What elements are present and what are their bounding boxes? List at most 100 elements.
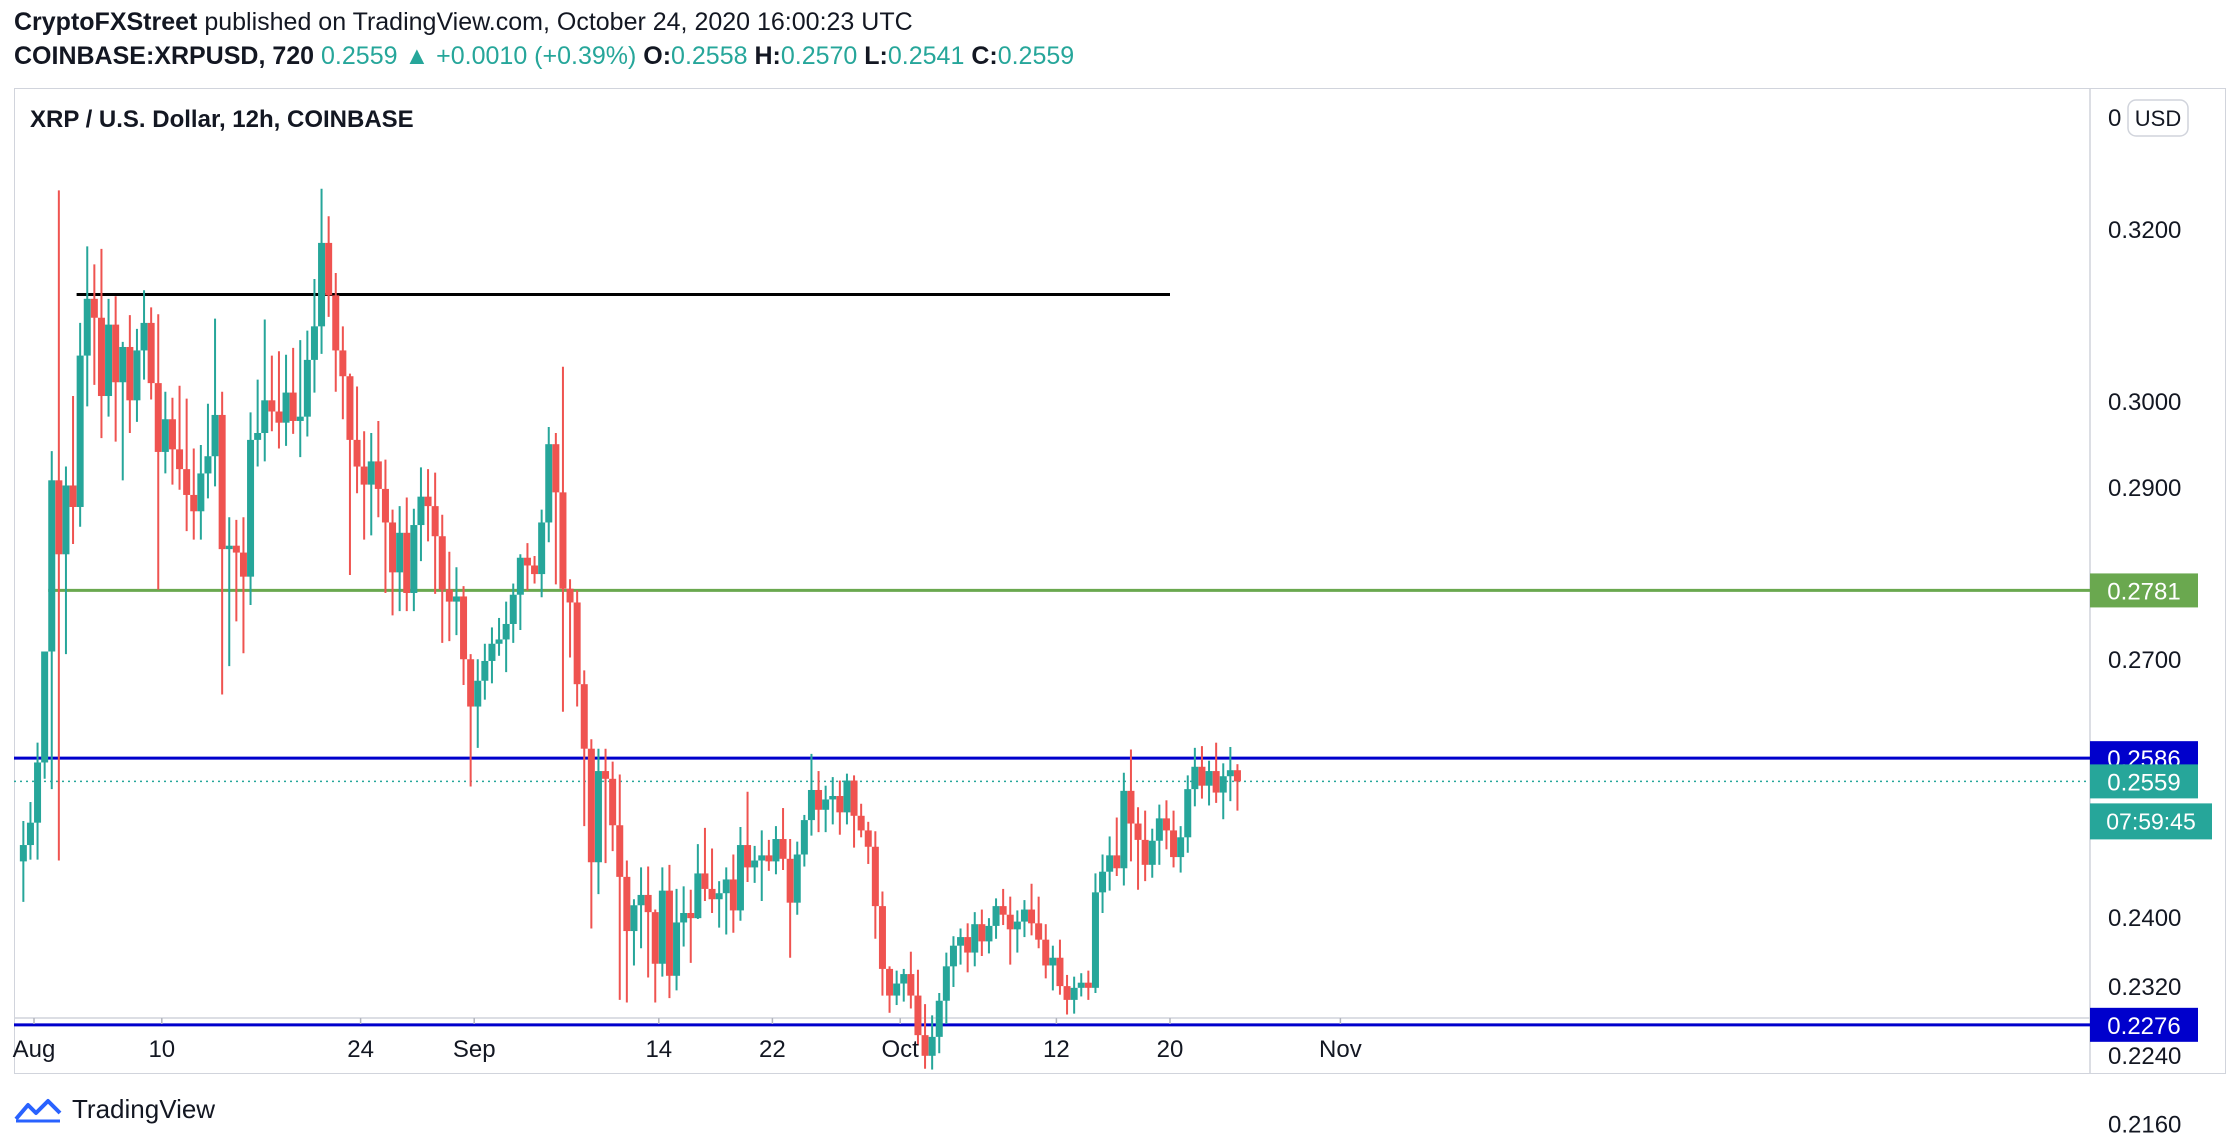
time-axis[interactable]: Aug 10 24 Sep 14 22 Oct 12 20 Nov: [13, 1018, 1362, 1063]
candle-body: [935, 1000, 943, 1037]
y-tick-label: 0.2240: [2108, 1043, 2181, 1070]
y-tick-label: 0.2900: [2108, 475, 2181, 502]
candle-body: [758, 855, 766, 861]
published-text: published on TradingView.com, October 24…: [204, 8, 913, 36]
candle-body: [928, 1036, 936, 1056]
candle-body: [282, 392, 290, 423]
candle-body: [1035, 923, 1043, 940]
candle-body: [516, 557, 524, 595]
candle-body: [445, 589, 453, 602]
last-price-tag-label: 0.2559: [2107, 769, 2180, 796]
candle-body: [381, 488, 389, 523]
candle-body: [1184, 789, 1192, 838]
candle-body: [97, 317, 105, 397]
candle-body: [431, 506, 439, 537]
candle-body: [303, 359, 311, 417]
chart-title: XRP / U.S. Dollar, 12h, COINBASE: [30, 106, 414, 133]
currency-button[interactable]: USD: [2127, 99, 2189, 137]
candle-body: [154, 383, 162, 452]
candle-body: [573, 602, 581, 685]
candle-body: [218, 414, 226, 550]
tradingview-logo-icon: [14, 1098, 62, 1122]
candle-body: [1120, 790, 1128, 869]
publisher-name[interactable]: CryptoFXStreet: [14, 8, 198, 36]
close-label: C:: [971, 42, 998, 70]
candle-body: [843, 780, 851, 813]
candle-body: [765, 855, 773, 862]
candle-body: [701, 873, 709, 889]
candle-body: [651, 912, 659, 964]
candle-body: [992, 906, 1000, 926]
open-value: 0.2558: [671, 42, 748, 70]
candle-body: [822, 799, 830, 810]
x-tick-label: Nov: [1319, 1036, 1362, 1063]
y-tick-label: 0.2320: [2108, 974, 2181, 1001]
tradingview-brand[interactable]: TradingView: [14, 1094, 215, 1125]
price-change: +0.0010 (+0.39%): [436, 42, 637, 70]
countdown-label: 07:59:45: [2106, 808, 2196, 834]
candle-body: [261, 400, 269, 434]
candle-body: [424, 496, 432, 507]
candle-body: [531, 565, 539, 575]
candle-body: [1212, 771, 1220, 793]
candle-body: [325, 242, 333, 296]
candle-body: [850, 780, 858, 816]
candle-body: [1070, 987, 1078, 1000]
candle-body: [871, 846, 879, 907]
candle-body: [26, 822, 34, 846]
candle-body: [147, 322, 155, 384]
candle-body: [247, 439, 255, 577]
candle-body: [62, 485, 70, 555]
y-tick-label: 0.3000: [2108, 389, 2181, 416]
candle-body: [112, 324, 120, 383]
candle-body: [957, 937, 965, 946]
candle-body: [587, 748, 595, 863]
candle-body: [552, 444, 560, 493]
candle-body: [310, 326, 318, 360]
candle-body: [190, 494, 198, 512]
candle-body: [694, 873, 702, 919]
candle-body: [1205, 771, 1213, 786]
candle-body: [1106, 855, 1114, 872]
candle-body: [751, 860, 759, 868]
candle-body: [176, 449, 184, 470]
candle-body: [225, 545, 233, 550]
candle-body: [523, 557, 531, 566]
candle-body: [119, 346, 127, 383]
level-price-tag-label: 0.2781: [2107, 578, 2180, 605]
price-axis[interactable]: 0.3200 0.3000 0.2900 0.2700 0.2400 0.2320 0.22…: [2108, 217, 2181, 1139]
candle-body: [722, 879, 730, 894]
candle-body: [886, 968, 894, 996]
candle-body: [964, 937, 972, 953]
symbol-info-line: COINBASE:XRPUSD, 720 0.2559 ▲ +0.0010 (+…: [14, 42, 1074, 71]
candle-body: [878, 906, 886, 969]
candle-body: [133, 350, 141, 401]
candle-body: [736, 845, 744, 911]
candle-body: [914, 995, 922, 1036]
candle-body: [502, 623, 510, 640]
candle-body: [665, 890, 673, 976]
candle-body: [921, 1035, 929, 1056]
candle-body: [630, 905, 638, 932]
candle-body: [69, 485, 77, 507]
candle-body: [268, 400, 276, 412]
candle-body: [211, 414, 219, 457]
candle-body: [829, 796, 837, 800]
candle-body: [346, 376, 354, 440]
candle-body: [971, 924, 979, 953]
candle-body: [254, 433, 262, 440]
candle-body: [1141, 839, 1149, 865]
candle-body: [1020, 909, 1028, 922]
candle-body: [467, 659, 475, 707]
candle-body: [807, 789, 815, 821]
candle-body: [793, 854, 801, 903]
candle-body: [360, 466, 368, 485]
countdown-tag: [2090, 803, 2212, 840]
candle-body: [800, 820, 808, 855]
candle-body: [460, 596, 468, 660]
x-tick-label: 20: [1157, 1036, 1184, 1063]
candle-body: [545, 444, 553, 523]
level-price-tag-label: 0.2276: [2107, 1013, 2180, 1040]
